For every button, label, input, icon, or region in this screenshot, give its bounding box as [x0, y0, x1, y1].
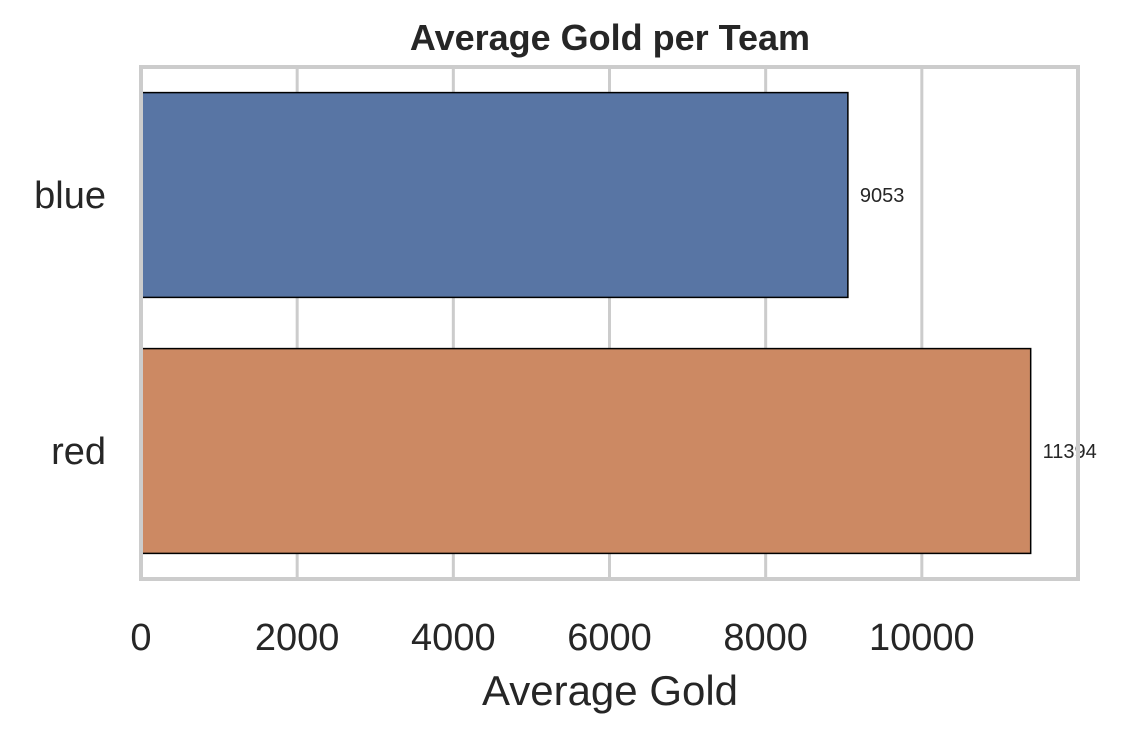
data-label-blue: 9053 [860, 185, 905, 207]
data-labels: 9053 11394 [860, 185, 1097, 463]
x-tick-label: 0 [130, 617, 151, 659]
category-label-red: red [51, 431, 106, 473]
x-axis-label: Average Gold [482, 667, 738, 714]
category-labels: blue red [34, 175, 106, 473]
x-tick-label: 2000 [255, 617, 340, 659]
x-tick-label: 4000 [411, 617, 496, 659]
x-tick-label: 6000 [567, 617, 652, 659]
x-tick-label: 8000 [723, 617, 808, 659]
bar-red [140, 347, 1032, 555]
x-tick-label: 10000 [869, 617, 975, 659]
bar-blue [140, 91, 849, 299]
data-label-red: 11394 [1043, 441, 1097, 463]
bars [140, 91, 1032, 555]
x-tick-labels: 0 2000 4000 6000 8000 10000 [130, 617, 974, 659]
chart-title: Average Gold per Team [410, 17, 810, 58]
plot-frame [139, 65, 1080, 581]
category-label-blue: blue [34, 175, 106, 217]
